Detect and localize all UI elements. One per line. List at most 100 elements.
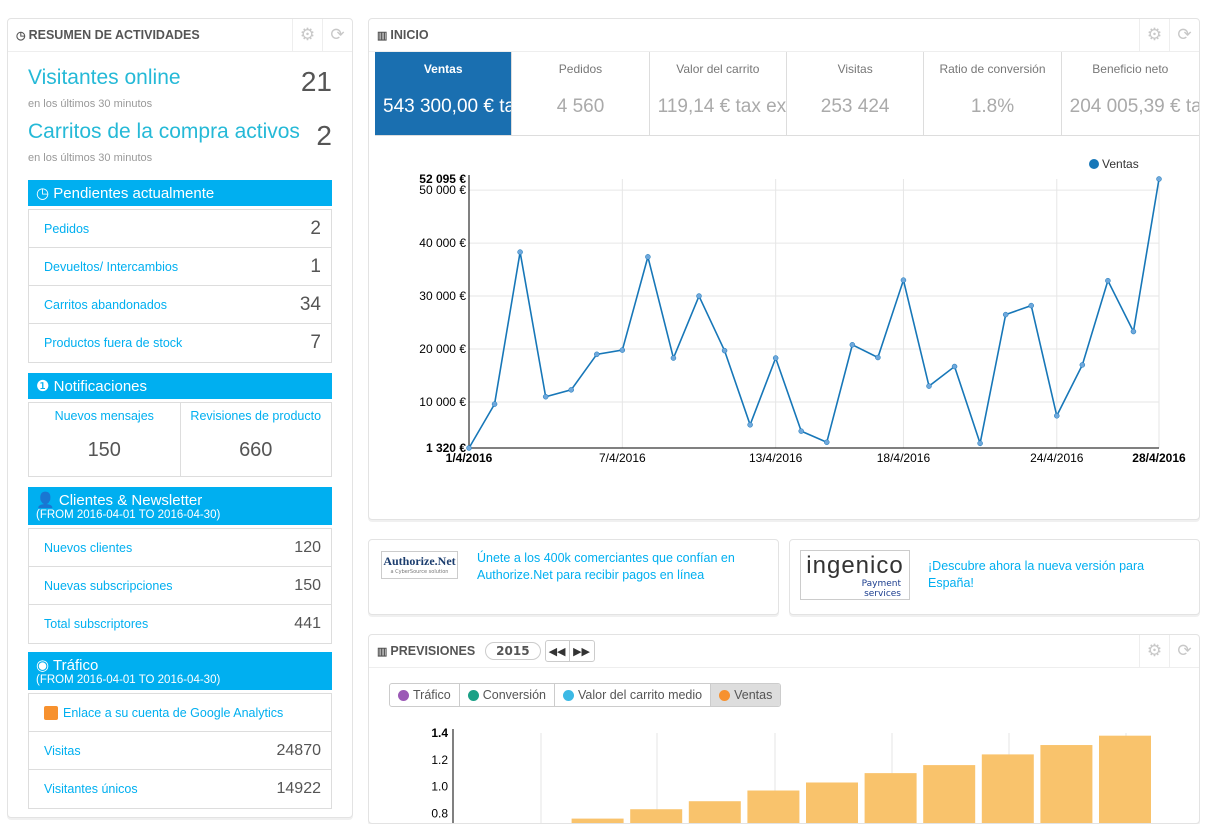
year-nav: ◀◀ ▶▶: [544, 640, 595, 662]
kpi-cart-value[interactable]: Valor del carrito 119,14 € tax excl.: [650, 52, 787, 135]
forecast-title: PREVISIONES: [390, 644, 476, 658]
tab-conversion[interactable]: Conversión: [460, 684, 555, 706]
list-item[interactable]: Total subscriptores 441: [29, 605, 331, 643]
conversion-dot: [467, 689, 479, 701]
kpi-visits[interactable]: Visitas 253 424: [787, 52, 925, 135]
authorize-net-logo: Authorize.Net a CyberSource solution: [381, 551, 458, 579]
kpi-orders-value: 4 560: [556, 96, 605, 117]
visitors-online-label: Visitantes online: [28, 66, 181, 89]
list-item[interactable]: Devueltos/ Intercambios 1: [29, 248, 331, 286]
ingenico-ad[interactable]: ingenico Payment services ¡Descubre ahor…: [789, 539, 1200, 615]
new-customers-value: 120: [294, 538, 321, 556]
new-customers-label[interactable]: Nuevos clientes: [44, 540, 133, 555]
x-tick-label: 1/4/2016: [446, 451, 493, 465]
sales-data-point: [900, 277, 907, 283]
configure-icon[interactable]: ⚙: [1139, 635, 1169, 667]
kpi-sales-label: Ventas: [423, 62, 463, 76]
forecast-bar: [571, 818, 624, 823]
visitors-online-value: 21: [300, 66, 332, 97]
kpi-visits-label: Visitas: [837, 62, 873, 76]
kpi-conversion[interactable]: Ratio de conversión 1.8%: [924, 52, 1062, 135]
pending-returns-value: 1: [310, 255, 321, 277]
ingenico-text[interactable]: ¡Descubre ahora la nueva versión para Es…: [928, 559, 1145, 590]
abandoned-carts-label[interactable]: Carritos abandonados: [44, 297, 167, 312]
refresh-icon[interactable]: ⟳: [1169, 19, 1199, 51]
pending-orders-label[interactable]: Pedidos: [44, 221, 90, 236]
out-of-stock-label[interactable]: Productos fuera de stock: [44, 336, 183, 350]
list-item[interactable]: Pedidos 2: [29, 210, 331, 248]
total-subscribers-label[interactable]: Total subscriptores: [44, 617, 149, 631]
sales-data-point: [747, 422, 753, 428]
notifications-grid: Nuevos mensajes 150 Revisiones de produc…: [28, 402, 332, 477]
new-messages-label[interactable]: Nuevos mensajes: [54, 409, 154, 423]
previous-year-icon[interactable]: ◀◀: [546, 641, 570, 661]
traffic-title: Tráfico: [53, 657, 99, 674]
user-icon: 👤: [36, 492, 59, 509]
authorize-net-logo-text: Authorize.Net: [383, 554, 456, 568]
visitors-row: Visitantes online 21: [8, 66, 352, 98]
ingenico-logo: ingenico Payment services: [800, 550, 910, 600]
y-tick-label: 40 000 €: [419, 236, 466, 250]
kpi-orders[interactable]: Pedidos 4 560: [512, 52, 650, 135]
forecast-header: ▥ PREVISIONES 2015 ◀◀ ▶▶ ⚙ ⟳: [369, 635, 1199, 668]
pending-list: Pedidos 2 Devueltos/ Intercambios 1 Carrit…: [28, 209, 332, 363]
tab-average-cart-label: Valor del carrito medio: [577, 688, 703, 702]
product-reviews-cell[interactable]: Revisiones de producto 660: [181, 403, 332, 476]
list-item[interactable]: Visitas 24870: [29, 732, 331, 770]
pending-returns-label[interactable]: Devueltos/ Intercambios: [44, 259, 179, 274]
tab-sales[interactable]: Ventas: [711, 684, 781, 706]
activity-panel: ◷ RESUMEN DE ACTIVIDADES ⚙ ⟳ Visitantes o…: [7, 18, 353, 818]
tab-conversion-label: Conversión: [482, 688, 546, 702]
sales-data-point: [466, 445, 472, 451]
refresh-icon[interactable]: ⟳: [322, 19, 352, 51]
y-tick-label: 30 000 €: [419, 289, 466, 303]
list-item[interactable]: Nuevos clientes 120: [29, 529, 331, 567]
authorize-net-logo-tag: a CyberSource solution: [390, 569, 449, 575]
next-year-icon[interactable]: ▶▶: [573, 644, 591, 658]
new-subscriptions-label[interactable]: Nuevas subscripciones: [44, 578, 173, 593]
globe-icon: ◉: [36, 657, 53, 674]
sales-data-point: [875, 354, 881, 361]
list-item[interactable]: Productos fuera de stock 7: [29, 324, 331, 362]
configure-icon[interactable]: ⚙: [1139, 19, 1169, 51]
tab-sales-label: Ventas: [734, 688, 773, 702]
unique-visitors-label[interactable]: Visitantes únicos: [44, 782, 138, 796]
forecast-bar: [747, 790, 800, 823]
y-tick-label: 20 000 €: [419, 342, 466, 356]
tab-average-cart[interactable]: Valor del carrito medio: [555, 684, 712, 706]
analytics-icon: [44, 705, 58, 720]
new-messages-value: 150: [87, 439, 121, 461]
kpi-sales-value: 543 300,00 € tax excl.: [383, 96, 511, 117]
traffic-list: Enlace a su cuenta de Google Analytics V…: [28, 693, 332, 809]
authorize-net-text[interactable]: Únete a los 400k comerciantes que confía…: [477, 551, 735, 582]
pending-orders-value: 2: [310, 217, 321, 239]
x-tick-label: 28/4/2016: [1132, 451, 1186, 465]
notifications-title: Notificaciones: [53, 378, 148, 395]
tab-traffic-label: Tráfico: [413, 688, 451, 702]
visits-label[interactable]: Visitas: [44, 743, 81, 758]
kpi-net-profit[interactable]: Beneficio neto 204 005,39 € tax excl.: [1062, 52, 1199, 135]
refresh-icon[interactable]: ⟳: [1169, 635, 1199, 667]
year-selector[interactable]: 2015: [485, 642, 541, 660]
tab-traffic[interactable]: Tráfico: [390, 684, 460, 706]
list-item[interactable]: Nuevas subscripciones 150: [29, 567, 331, 605]
sales-data-point: [1054, 413, 1060, 419]
kpi-sales[interactable]: Ventas 543 300,00 € tax excl.: [375, 52, 513, 135]
sales-data-point: [1105, 277, 1111, 284]
kpi-net-profit-label: Beneficio neto: [1092, 62, 1169, 76]
dashboard-title-wrap: ▥ INICIO: [377, 28, 429, 42]
list-item[interactable]: Carritos abandonados 34: [29, 286, 331, 324]
google-analytics-link[interactable]: Enlace a su cuenta de Google Analytics: [63, 705, 284, 720]
activity-header-buttons: ⚙ ⟳: [292, 19, 352, 51]
sales-data-point: [594, 351, 600, 358]
pending-title: Pendientes actualmente: [53, 185, 215, 202]
product-reviews-label[interactable]: Revisiones de producto: [190, 409, 322, 423]
configure-icon[interactable]: ⚙: [292, 19, 322, 51]
new-messages-cell[interactable]: Nuevos mensajes 150: [29, 403, 181, 476]
authorize-net-ad[interactable]: Authorize.Net a CyberSource solution Úne…: [368, 539, 779, 615]
forecast-tabs: Tráfico Conversión Valor del carrito med…: [389, 683, 782, 707]
list-item[interactable]: Visitantes únicos 14922: [29, 770, 331, 808]
list-item[interactable]: Enlace a su cuenta de Google Analytics: [29, 694, 331, 732]
legend-sales-label: Ventas: [1102, 157, 1139, 171]
sales-data-point: [645, 254, 651, 260]
